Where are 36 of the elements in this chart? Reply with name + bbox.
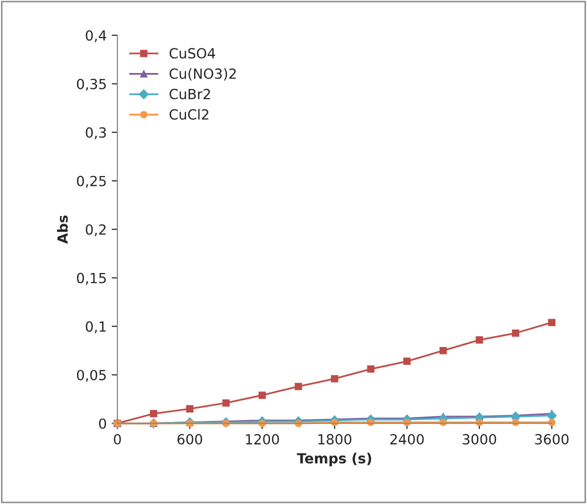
x-tick-label: 2400 <box>390 434 424 445</box>
point <box>294 382 302 390</box>
x-axis-title: Temps (s) <box>296 452 372 466</box>
x-tick-label: 3600 <box>535 434 569 445</box>
y-tick-label: 0,25 <box>76 176 106 188</box>
y-axis-title: Abs <box>57 216 68 244</box>
point <box>548 418 556 426</box>
y-tick-label: 0,3 <box>86 127 106 140</box>
x-tick-label: 1200 <box>246 434 279 445</box>
y-tick-label: 0,05 <box>76 370 106 382</box>
legend-label: CuCl2 <box>170 108 208 120</box>
y-tick-label: 0,2 <box>86 224 106 236</box>
point <box>548 318 556 326</box>
point <box>222 399 230 407</box>
legend-label: Cu(NO3)2 <box>170 68 236 81</box>
x-tick-label: 1800 <box>318 434 352 445</box>
legend-label: CuSO4 <box>170 48 216 59</box>
legend-label: CuBr2 <box>170 88 210 100</box>
point <box>330 375 338 382</box>
point <box>367 365 374 373</box>
x-tick-label: 3000 <box>462 434 496 445</box>
point <box>512 329 520 337</box>
point <box>258 392 266 399</box>
y-tick-label: 0,35 <box>76 78 106 91</box>
point <box>440 346 447 354</box>
point <box>150 410 158 418</box>
y-tick-label: 0 <box>99 418 106 429</box>
point <box>186 405 194 412</box>
x-tick-label: 0 <box>114 434 121 445</box>
point <box>476 336 484 344</box>
point <box>403 358 411 365</box>
y-tick-label: 0,15 <box>76 272 106 285</box>
y-tick-label: 0,1 <box>86 321 106 334</box>
y-tick-label: 0,4 <box>86 30 106 42</box>
x-tick-label: 600 <box>178 434 202 445</box>
point <box>546 410 557 421</box>
